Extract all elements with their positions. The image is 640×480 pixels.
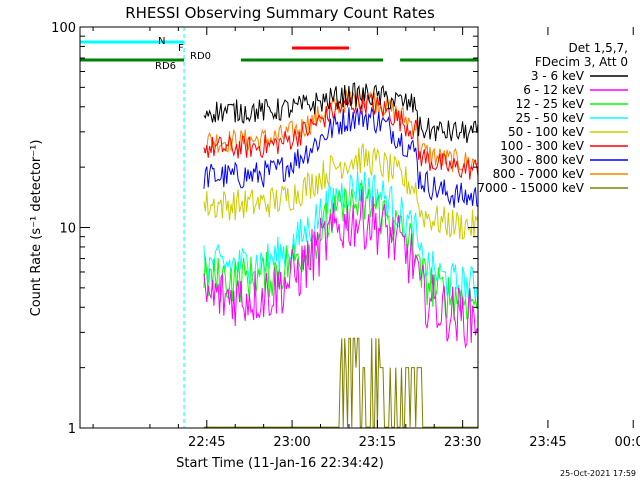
series-line-7 [203,87,478,173]
series-line-4 [203,143,478,240]
series-line-0 [203,82,478,144]
status-label-f: F [178,43,184,54]
series-line-6 [203,104,478,208]
y-tick-label: 100 [51,21,76,36]
legend-entry-4: 50 - 100 keV [508,125,585,139]
status-label-rd0: RD0 [190,51,211,62]
x-tick-label: 23:00 [273,435,310,450]
series-line-5 [203,92,478,180]
x-tick-label: 23:45 [529,435,566,450]
x-tick-label: 23:30 [444,435,481,450]
legend-entry-6: 300 - 800 keV [500,153,584,167]
footer-timestamp: 25-Oct-2021 17:59 [560,469,636,478]
y-tick-label: 1 [68,422,76,437]
legend-entry-5: 100 - 300 keV [500,139,584,153]
status-label-n: N [158,36,165,47]
series-line-8 [203,337,478,428]
y-tick-label: 10 [59,222,76,237]
y-axis-label: Count Rate (s⁻¹ detector⁻¹) [29,140,44,317]
legend-entry-1: 6 - 12 keV [523,83,585,97]
x-tick-label: 23:15 [359,435,396,450]
legend-header: FDecim 3, Att 0 [535,55,628,69]
legend-entry-2: 12 - 25 keV [516,97,585,111]
legend-entry-7: 800 - 7000 keV [493,167,585,181]
x-tick-label: 22:45 [188,435,225,450]
series-line-1 [203,189,478,349]
plot-area [80,27,478,428]
legend-header: Det 1,5,7, [569,41,629,55]
chart-title: RHESSI Observing Summary Count Rates [125,4,435,22]
status-label-rd6: RD6 [155,61,176,72]
legend-entry-3: 25 - 50 keV [516,111,585,125]
legend-entry-0: 3 - 6 keV [531,69,585,83]
x-axis-label: Start Time (11-Jan-16 22:34:42) [176,456,384,471]
x-tick-label: 00:00 [614,435,640,450]
legend-entry-8: 7000 - 15000 keV [477,181,584,195]
